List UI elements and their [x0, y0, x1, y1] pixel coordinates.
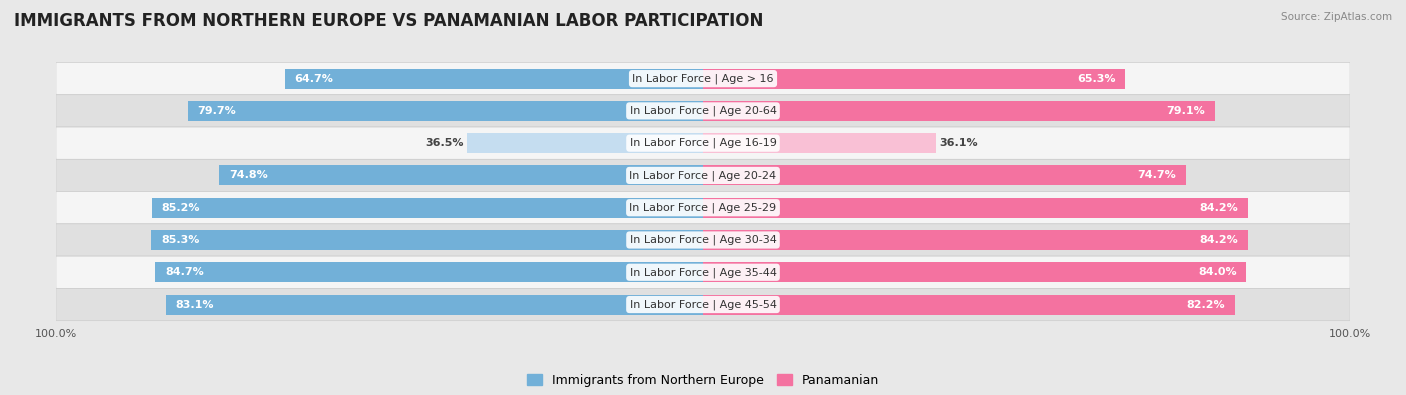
Bar: [703, 230, 1247, 250]
Bar: [703, 262, 1246, 282]
FancyBboxPatch shape: [56, 192, 1350, 224]
Text: In Labor Force | Age 45-54: In Labor Force | Age 45-54: [630, 299, 776, 310]
Text: In Labor Force | Age > 16: In Labor Force | Age > 16: [633, 73, 773, 84]
FancyBboxPatch shape: [56, 95, 1350, 127]
Text: 36.5%: 36.5%: [425, 138, 464, 148]
Legend: Immigrants from Northern Europe, Panamanian: Immigrants from Northern Europe, Panaman…: [522, 369, 884, 392]
Bar: [703, 101, 1215, 121]
Bar: [166, 295, 703, 314]
Bar: [703, 133, 936, 153]
Text: 82.2%: 82.2%: [1187, 299, 1225, 310]
Text: 65.3%: 65.3%: [1077, 73, 1115, 84]
Bar: [187, 101, 703, 121]
FancyBboxPatch shape: [56, 62, 1350, 95]
Bar: [703, 198, 1247, 218]
Text: 79.7%: 79.7%: [197, 106, 236, 116]
Bar: [467, 133, 703, 153]
Text: 84.2%: 84.2%: [1199, 203, 1237, 213]
Bar: [703, 166, 1187, 185]
Text: Source: ZipAtlas.com: Source: ZipAtlas.com: [1281, 12, 1392, 22]
FancyBboxPatch shape: [56, 159, 1350, 192]
Bar: [703, 69, 1125, 88]
Text: 85.2%: 85.2%: [162, 203, 200, 213]
Text: 79.1%: 79.1%: [1166, 106, 1205, 116]
Text: In Labor Force | Age 20-64: In Labor Force | Age 20-64: [630, 105, 776, 116]
Text: 74.8%: 74.8%: [229, 170, 267, 181]
Text: In Labor Force | Age 20-24: In Labor Force | Age 20-24: [630, 170, 776, 181]
FancyBboxPatch shape: [56, 224, 1350, 256]
Text: In Labor Force | Age 16-19: In Labor Force | Age 16-19: [630, 138, 776, 149]
Text: 84.0%: 84.0%: [1198, 267, 1237, 277]
Text: In Labor Force | Age 30-34: In Labor Force | Age 30-34: [630, 235, 776, 245]
Text: 84.2%: 84.2%: [1199, 235, 1237, 245]
Text: IMMIGRANTS FROM NORTHERN EUROPE VS PANAMANIAN LABOR PARTICIPATION: IMMIGRANTS FROM NORTHERN EUROPE VS PANAM…: [14, 12, 763, 30]
Text: 74.7%: 74.7%: [1137, 170, 1177, 181]
Bar: [219, 166, 703, 185]
Text: 83.1%: 83.1%: [176, 299, 214, 310]
Text: 85.3%: 85.3%: [162, 235, 200, 245]
Bar: [152, 230, 703, 250]
FancyBboxPatch shape: [56, 127, 1350, 159]
Bar: [284, 69, 703, 88]
Text: 84.7%: 84.7%: [165, 267, 204, 277]
Bar: [703, 295, 1234, 314]
Bar: [152, 198, 703, 218]
FancyBboxPatch shape: [56, 256, 1350, 288]
Bar: [155, 262, 703, 282]
Text: In Labor Force | Age 35-44: In Labor Force | Age 35-44: [630, 267, 776, 278]
FancyBboxPatch shape: [56, 288, 1350, 321]
Text: 36.1%: 36.1%: [939, 138, 979, 148]
Text: 64.7%: 64.7%: [294, 73, 333, 84]
Text: In Labor Force | Age 25-29: In Labor Force | Age 25-29: [630, 203, 776, 213]
